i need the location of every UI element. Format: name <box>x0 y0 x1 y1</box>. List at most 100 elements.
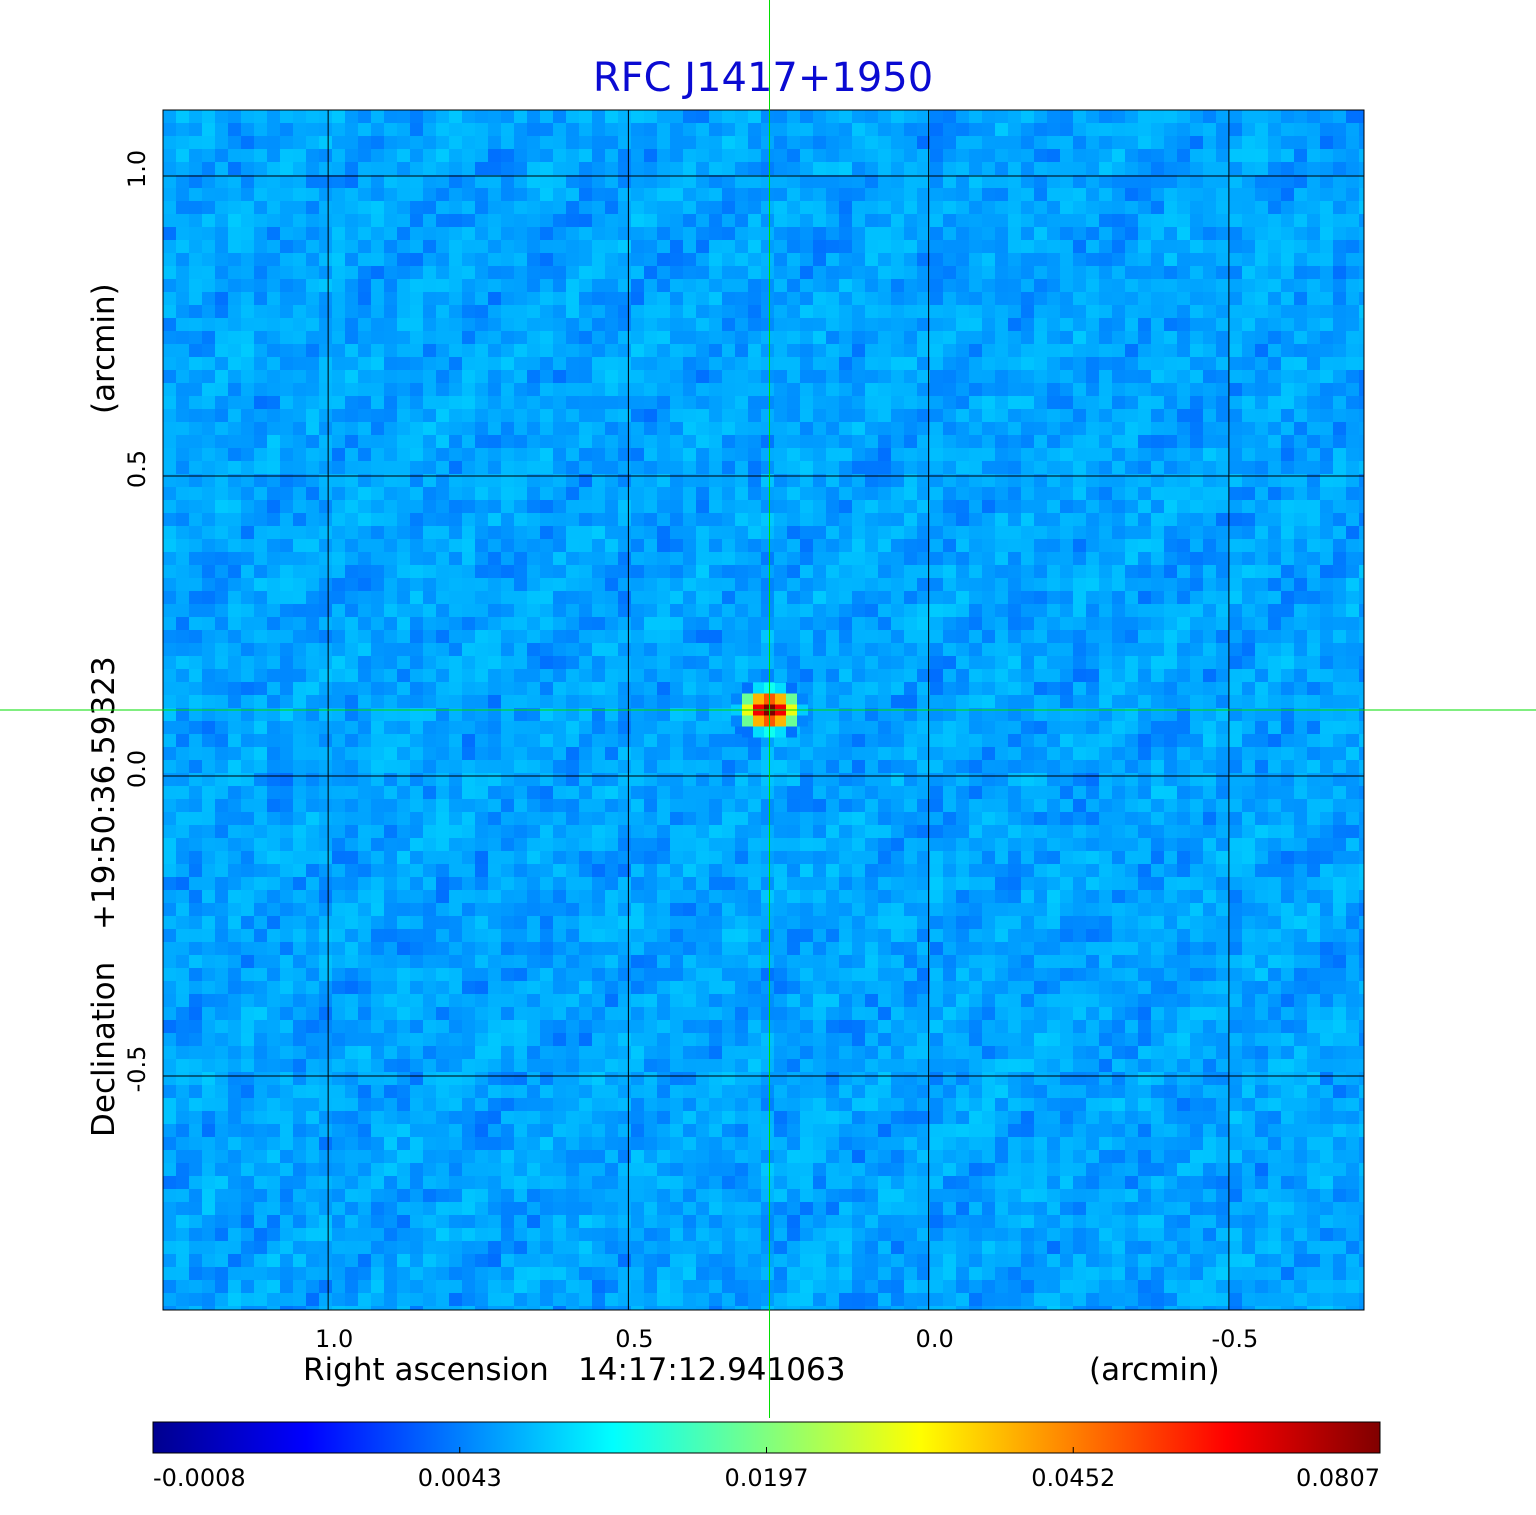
noise-pixel <box>462 279 475 292</box>
noise-pixel <box>501 500 514 513</box>
noise-pixel <box>332 318 345 331</box>
noise-pixel <box>839 357 852 370</box>
noise-pixel <box>1190 578 1203 591</box>
noise-pixel <box>1294 383 1307 396</box>
noise-pixel <box>1112 357 1125 370</box>
noise-pixel <box>475 487 488 500</box>
noise-pixel <box>462 799 475 812</box>
noise-pixel <box>995 435 1008 448</box>
noise-pixel <box>670 604 683 617</box>
noise-pixel <box>345 617 358 630</box>
noise-pixel <box>826 695 839 708</box>
noise-pixel <box>657 253 670 266</box>
noise-pixel <box>1086 331 1099 344</box>
noise-pixel <box>969 123 982 136</box>
noise-pixel <box>1021 396 1034 409</box>
noise-pixel <box>566 461 579 474</box>
noise-pixel <box>163 266 176 279</box>
noise-pixel <box>1021 643 1034 656</box>
noise-pixel <box>267 643 280 656</box>
noise-pixel <box>748 240 761 253</box>
noise-pixel <box>1203 786 1216 799</box>
noise-pixel <box>878 552 891 565</box>
noise-pixel <box>839 370 852 383</box>
noise-pixel <box>1060 240 1073 253</box>
noise-pixel <box>956 331 969 344</box>
noise-pixel <box>293 110 306 123</box>
noise-pixel <box>748 513 761 526</box>
noise-pixel <box>579 331 592 344</box>
noise-pixel <box>1073 526 1086 539</box>
noise-pixel <box>280 578 293 591</box>
noise-pixel <box>878 682 891 695</box>
noise-pixel <box>774 201 787 214</box>
noise-pixel <box>215 396 228 409</box>
noise-pixel <box>1268 110 1281 123</box>
noise-pixel <box>1034 188 1047 201</box>
noise-pixel <box>1307 162 1320 175</box>
noise-pixel <box>1255 279 1268 292</box>
noise-pixel <box>800 617 813 630</box>
noise-pixel <box>1125 318 1138 331</box>
noise-pixel <box>449 201 462 214</box>
noise-pixel <box>813 513 826 526</box>
noise-pixel <box>956 240 969 253</box>
noise-pixel <box>1164 266 1177 279</box>
noise-pixel <box>904 461 917 474</box>
noise-pixel <box>1346 669 1359 682</box>
noise-pixel <box>514 123 527 136</box>
noise-pixel <box>891 461 904 474</box>
noise-pixel <box>605 617 618 630</box>
noise-pixel <box>1164 383 1177 396</box>
noise-pixel <box>1125 500 1138 513</box>
noise-pixel <box>904 136 917 149</box>
noise-pixel <box>332 643 345 656</box>
noise-pixel <box>904 253 917 266</box>
noise-pixel <box>1333 383 1346 396</box>
noise-pixel <box>813 357 826 370</box>
noise-pixel <box>462 240 475 253</box>
noise-pixel <box>878 188 891 201</box>
noise-pixel <box>839 344 852 357</box>
noise-pixel <box>787 188 800 201</box>
noise-pixel <box>410 682 423 695</box>
noise-pixel <box>1008 682 1021 695</box>
noise-pixel <box>267 747 280 760</box>
noise-pixel <box>1099 747 1112 760</box>
noise-pixel <box>345 318 358 331</box>
noise-pixel <box>644 149 657 162</box>
noise-pixel <box>865 136 878 149</box>
noise-pixel <box>1099 591 1112 604</box>
noise-pixel <box>1268 292 1281 305</box>
noise-pixel <box>1294 474 1307 487</box>
noise-pixel <box>800 565 813 578</box>
noise-pixel <box>410 409 423 422</box>
noise-pixel <box>527 149 540 162</box>
noise-pixel <box>1047 630 1060 643</box>
noise-pixel <box>371 747 384 760</box>
noise-pixel <box>254 383 267 396</box>
noise-pixel <box>462 656 475 669</box>
noise-pixel <box>1008 409 1021 422</box>
noise-pixel <box>1229 201 1242 214</box>
noise-pixel <box>1333 604 1346 617</box>
noise-pixel <box>670 331 683 344</box>
noise-pixel <box>1294 760 1307 773</box>
noise-pixel <box>852 292 865 305</box>
noise-pixel <box>917 188 930 201</box>
noise-pixel <box>683 565 696 578</box>
noise-pixel <box>306 747 319 760</box>
noise-pixel <box>930 513 943 526</box>
noise-pixel <box>787 513 800 526</box>
noise-pixel <box>1034 162 1047 175</box>
noise-pixel <box>1125 240 1138 253</box>
noise-pixel <box>930 578 943 591</box>
noise-pixel <box>1333 357 1346 370</box>
noise-pixel <box>1047 279 1060 292</box>
noise-pixel <box>982 435 995 448</box>
noise-pixel <box>878 461 891 474</box>
noise-pixel <box>1138 240 1151 253</box>
noise-pixel <box>1320 747 1333 760</box>
noise-pixel <box>1242 409 1255 422</box>
noise-pixel <box>1047 448 1060 461</box>
